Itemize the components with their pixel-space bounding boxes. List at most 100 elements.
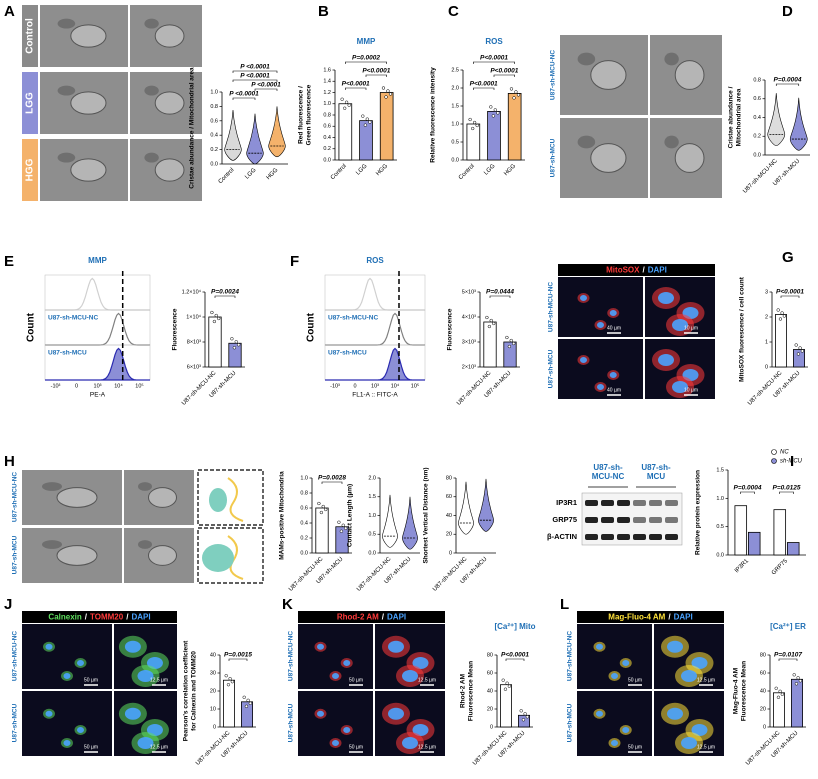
dot [514, 90, 518, 94]
organelle [57, 85, 76, 96]
y-tick-label: 0.2 [210, 147, 218, 153]
y-axis-label: Fluorescence [447, 308, 454, 350]
chart-title: MMP [88, 256, 107, 265]
nucleus [596, 710, 603, 717]
nucleus [402, 737, 418, 749]
bar [483, 321, 497, 368]
significance-bracket [232, 79, 278, 82]
x-tick-label: 10³ [371, 383, 379, 389]
y-tick-label: 1.5 [716, 467, 724, 473]
dot [800, 349, 804, 353]
panel-letter: L [560, 596, 569, 613]
significance-bracket [321, 481, 343, 484]
band [585, 500, 598, 506]
y-axis-label: Red fluorescence / [298, 86, 305, 144]
band [649, 534, 662, 540]
organelle [56, 545, 98, 566]
p-value: P<0.0001 [480, 55, 508, 62]
row-label: U87-sh-MCU-NC [12, 631, 19, 682]
y-tick-label: 40 [760, 688, 766, 694]
legend-swatch [771, 449, 777, 455]
x-tick-label: 0 [353, 383, 356, 389]
scale-bar-label: 12.5 µm [418, 677, 436, 683]
dot [521, 718, 526, 722]
dot [234, 340, 238, 344]
nucleus [388, 640, 404, 653]
stain-title: Mag-Fluo-4 AM / DAPI [608, 613, 692, 622]
y-tick-label: 80 [446, 475, 452, 481]
dot [489, 105, 493, 109]
dot [319, 510, 324, 515]
y-axis-label: Fluorescence Mean [741, 661, 748, 721]
y-tick-label: 40 [487, 688, 493, 694]
stain-name: / [668, 613, 671, 622]
nucleus [317, 710, 324, 717]
panel-letter: G [782, 249, 794, 266]
stain-header [22, 611, 177, 623]
y-axis-label: Fluorescence [172, 308, 179, 350]
x-tick-label: -10³ [330, 383, 340, 389]
organelle [70, 24, 107, 48]
dot [509, 87, 514, 91]
p-value: P=0.0024 [211, 289, 239, 296]
y-tick-label: 0.5 [716, 524, 724, 530]
nucleus [77, 727, 84, 733]
bar [793, 349, 805, 368]
bar [791, 678, 803, 728]
dot [505, 681, 509, 685]
bar [734, 505, 748, 556]
y-tick-label: 0.6 [323, 124, 331, 130]
y-tick-label: 3 [765, 289, 768, 295]
panel-letter: D [782, 3, 793, 20]
panel-letter: H [4, 453, 15, 470]
y-tick-label: 10 [210, 706, 216, 712]
organelle [577, 135, 596, 149]
organelle [590, 143, 627, 173]
dot [798, 679, 802, 683]
scale-bar-label: 50 µm [84, 744, 98, 750]
x-tick-label: 10⁵ [411, 382, 419, 389]
y-tick-label: 1.0 [451, 121, 459, 127]
y-tick-label: 2 [765, 314, 768, 320]
bar [208, 316, 222, 368]
x-tick-label: IP3R1 [734, 558, 751, 575]
y-tick-label: 1.5 [451, 103, 459, 109]
nucleus [596, 643, 603, 650]
dot [210, 310, 214, 315]
dot [468, 117, 472, 122]
dot [487, 324, 492, 329]
dot [523, 712, 527, 716]
band [633, 500, 646, 506]
y-tick-label: 60 [487, 670, 493, 676]
dot [384, 95, 388, 99]
dot [509, 338, 513, 343]
dot [368, 120, 372, 124]
y-tick-label: 20 [760, 706, 766, 712]
schematic-box [197, 469, 264, 526]
x-tick-label: 0 [75, 383, 78, 389]
dot [774, 686, 778, 690]
organelle [148, 545, 177, 566]
scale-bar-label: 50 µm [84, 677, 98, 683]
scale-bar-label: 50 µm [349, 677, 363, 683]
x-tick-label: HGG [266, 167, 280, 181]
row-label: U87-sh-MCU-NC [12, 472, 19, 523]
scale-bar-label: 10 µm [684, 325, 698, 331]
y-tick-label: 6×10³ [187, 364, 201, 370]
dot [248, 701, 252, 705]
dot [512, 341, 516, 346]
significance-bracket [254, 88, 278, 91]
nucleus [580, 357, 587, 363]
band [617, 534, 630, 540]
x-tick-label: HGG [375, 163, 389, 177]
x-tick-label: 10³ [94, 383, 102, 389]
band [601, 500, 614, 506]
violin-body [382, 494, 398, 548]
panel-letter: C [448, 3, 459, 20]
band [601, 517, 614, 523]
chart-title: [Ca²⁺] ER [770, 622, 806, 631]
bar [775, 314, 787, 368]
y-tick-label: 80 [760, 652, 766, 658]
p-value: P=0.0125 [772, 485, 800, 492]
